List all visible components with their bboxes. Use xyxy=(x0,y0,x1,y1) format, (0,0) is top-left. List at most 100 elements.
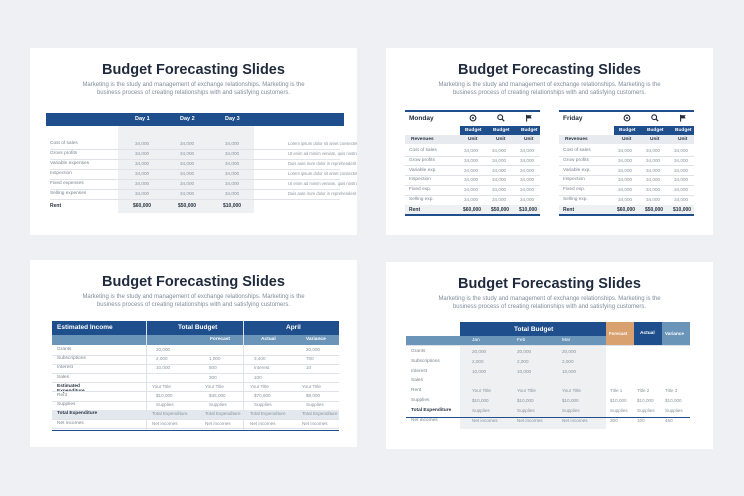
rent-total: $60,000 xyxy=(133,203,152,209)
row-label: Cost of sales xyxy=(50,141,78,146)
row-value: 100 xyxy=(254,374,262,380)
row-value: $45,000 xyxy=(209,393,226,398)
row-value: 34,000 xyxy=(180,181,195,186)
row-value: $10,000 xyxy=(517,398,534,403)
row-divider xyxy=(559,175,694,177)
row-value: 34,000 xyxy=(646,157,661,163)
slide-2[interactable]: Budget Forecasting Slides Marketing is t… xyxy=(386,48,713,235)
table-top-rule xyxy=(405,110,540,112)
row-value: 300 xyxy=(610,417,618,423)
forecast-header: Forecast xyxy=(210,337,230,342)
table-top-rule xyxy=(559,110,694,112)
row-value: Interest xyxy=(254,365,270,371)
rent-band xyxy=(405,205,540,214)
budget-bar xyxy=(460,126,540,135)
row-label: Fixed expenses xyxy=(50,181,84,186)
row-divider xyxy=(559,155,694,157)
row-divider xyxy=(405,184,540,186)
rent-label: Rent xyxy=(409,207,421,213)
revenues-label: Revenues xyxy=(565,137,588,142)
april-header: April xyxy=(286,324,301,331)
search-icon xyxy=(497,114,505,122)
row-note: Lorem ipsum dolor sit amet consectetur xyxy=(288,141,357,146)
row-value: 34,000 xyxy=(464,177,479,183)
row-value: 34,000 xyxy=(618,177,633,183)
unit-label: Unit xyxy=(496,137,506,142)
total-band xyxy=(52,410,339,420)
row-label: Cost of sales xyxy=(563,148,591,153)
slide-1[interactable]: Budget Forecasting Slides Marketing is t… xyxy=(30,48,357,235)
row-value: Your Title xyxy=(562,388,581,394)
unit-label: Unit xyxy=(524,137,534,142)
row-divider xyxy=(52,354,339,356)
row-label: Estimated Expenditure xyxy=(57,383,85,394)
search-icon xyxy=(651,114,659,122)
row-value: Your Title xyxy=(152,383,171,389)
row-value: 34,000 xyxy=(225,161,240,166)
row-value: 34,000 xyxy=(646,197,661,202)
row-value: 34,000 xyxy=(492,177,507,183)
row-label: Net incomes xyxy=(57,420,84,426)
row-value: 34,000 xyxy=(674,167,689,173)
table-day-title: Monday xyxy=(409,115,434,122)
slide-4[interactable]: Budget Forecasting Slides Marketing is t… xyxy=(386,262,713,449)
rent-total: $10,000 xyxy=(223,203,242,209)
slide-title: Budget Forecasting Slides xyxy=(458,276,641,292)
header-bar xyxy=(52,321,339,335)
target-icon xyxy=(623,114,631,122)
actual-col-header xyxy=(634,322,662,345)
row-label: Grow profits xyxy=(409,157,435,163)
row-value: 34,000 xyxy=(646,187,661,193)
budget-label: Budget xyxy=(521,128,538,133)
rent-total: $60,000 xyxy=(617,207,636,213)
rent-total: $50,000 xyxy=(645,207,664,213)
row-value: 34,000 xyxy=(225,141,240,146)
row-value: 34,000 xyxy=(520,157,535,163)
row-note: Lorem ipsum dolor sit amet consectetur xyxy=(288,171,357,176)
row-divider xyxy=(50,159,340,160)
variance-col-header xyxy=(662,322,690,345)
budget-label: Budget xyxy=(465,128,482,133)
row-value: 34,000 xyxy=(618,197,633,202)
row-value: 34,000 xyxy=(520,177,535,183)
row-value: 300 xyxy=(209,374,217,380)
row-divider xyxy=(52,373,339,374)
row-value: 34,000 xyxy=(674,177,689,183)
total-rule xyxy=(406,417,690,419)
day-header-3: Day 3 xyxy=(225,116,240,122)
row-value: 34,000 xyxy=(135,161,150,166)
row-value: 2,000 xyxy=(156,356,168,362)
row-label: Grow profits xyxy=(563,157,589,163)
row-value: 2,000 xyxy=(472,358,484,364)
row-value: 34,000 xyxy=(520,197,535,202)
row-value: Your Title xyxy=(302,383,321,389)
slide-3[interactable]: Budget Forecasting Slides Marketing is t… xyxy=(30,260,357,447)
row-label: Total Expenditure xyxy=(411,407,452,413)
row-value: 34,000 xyxy=(225,181,240,186)
row-note: Duis aute irure dolor in reprehenderit xyxy=(288,191,357,196)
row-value: 34,000 xyxy=(520,167,535,173)
row-value: 10,000 xyxy=(472,368,487,374)
variance-label: Variance xyxy=(665,331,684,336)
total-budget-header: Total Budget xyxy=(514,326,554,333)
row-value: 34,000 xyxy=(618,157,633,163)
row-label: Gross profits xyxy=(50,151,78,156)
table-bottom-rule xyxy=(52,430,339,432)
subheader-bar xyxy=(52,335,339,345)
row-value: Net incomes xyxy=(250,420,276,426)
row-value: 34,000 xyxy=(180,161,195,166)
flag-icon xyxy=(525,114,533,122)
row-value: 34,000 xyxy=(492,157,507,163)
row-value: 34,000 xyxy=(492,167,507,173)
row-label: Sales xyxy=(411,378,423,384)
budget-label: Budget xyxy=(493,128,510,133)
unit-label: Unit xyxy=(650,137,660,142)
row-value: Supplies xyxy=(562,407,580,413)
row-value: 34,000 xyxy=(464,157,479,163)
rent-total: $10,000 xyxy=(519,207,538,213)
row-value: Net incomes xyxy=(205,420,231,426)
row-value: 34,000 xyxy=(618,167,633,173)
unit-label: Unit xyxy=(678,137,688,142)
row-value: Total Expenditure xyxy=(205,411,241,417)
row-value: 34,000 xyxy=(464,187,479,193)
